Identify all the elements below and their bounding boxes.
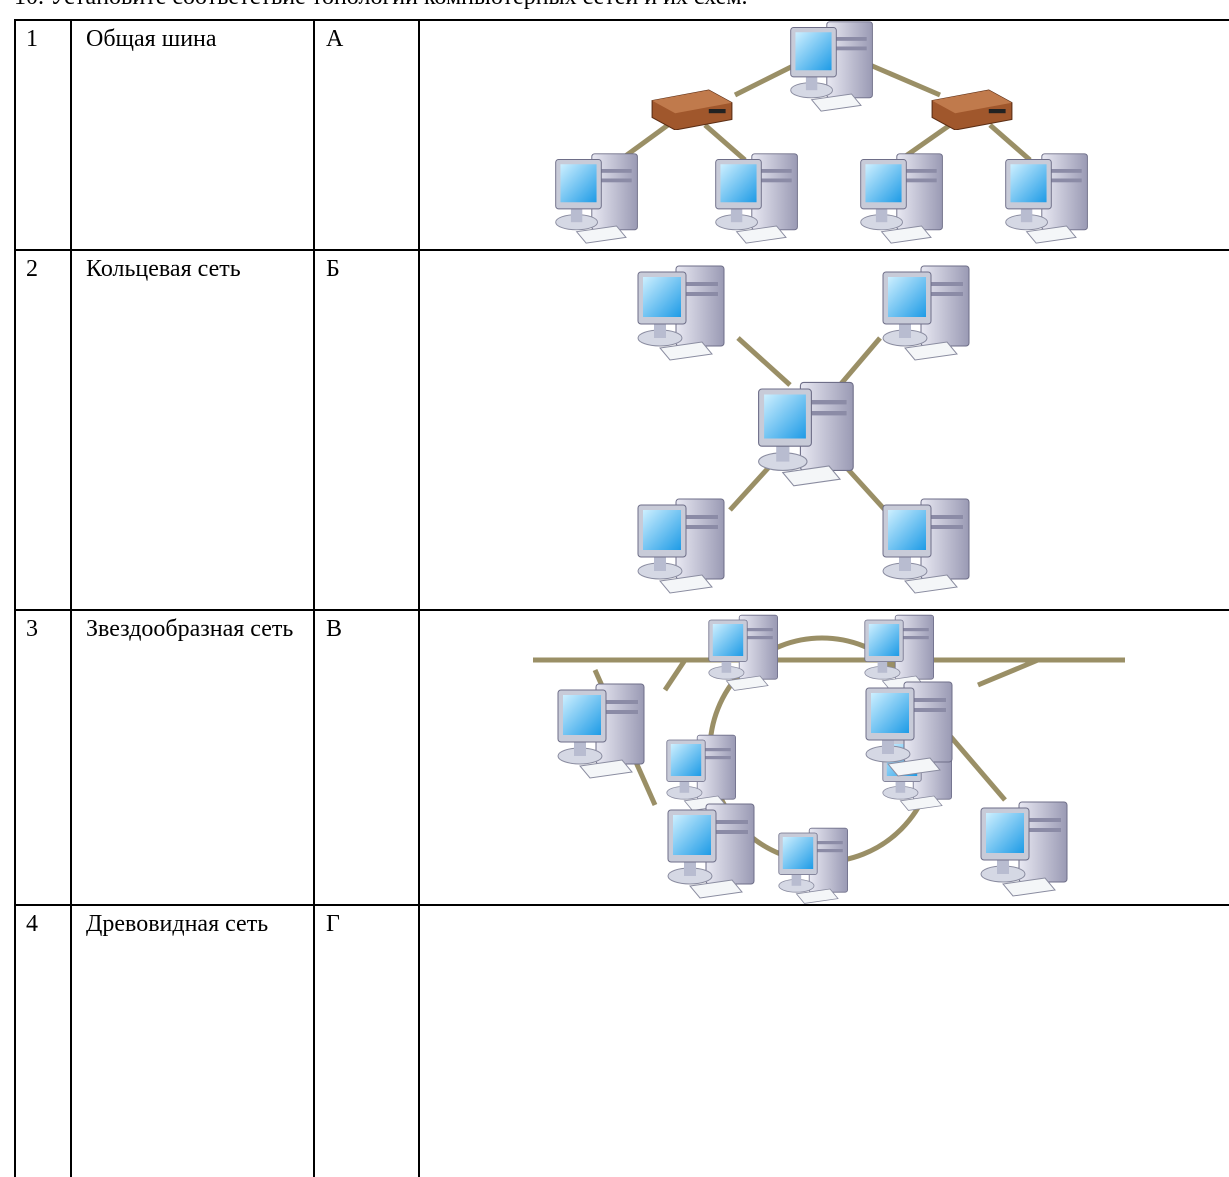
border (14, 20, 16, 1177)
topology-name: Древовидная сеть (86, 911, 269, 937)
border (14, 609, 1229, 611)
devices (555, 21, 1088, 904)
border (418, 20, 420, 1177)
header-title: 10. Установите соответствие топологии ко… (14, 0, 748, 12)
border (14, 19, 1229, 21)
row-number: 2 (26, 256, 38, 282)
topology-name: Общая шина (86, 26, 217, 52)
topology-name: Звездообразная сеть (86, 616, 294, 642)
row-number: 1 (26, 26, 38, 52)
border (14, 249, 1229, 251)
topology-name: Кольцевая сеть (86, 256, 241, 282)
row-number: 4 (26, 911, 38, 937)
border (70, 20, 72, 1177)
row-number: 3 (26, 616, 38, 642)
row-letter: Б (326, 256, 340, 282)
row-letter: В (326, 616, 343, 642)
row-letter: Г (326, 911, 340, 937)
border (313, 20, 315, 1177)
border (14, 904, 1229, 906)
row-letter: А (326, 26, 344, 52)
